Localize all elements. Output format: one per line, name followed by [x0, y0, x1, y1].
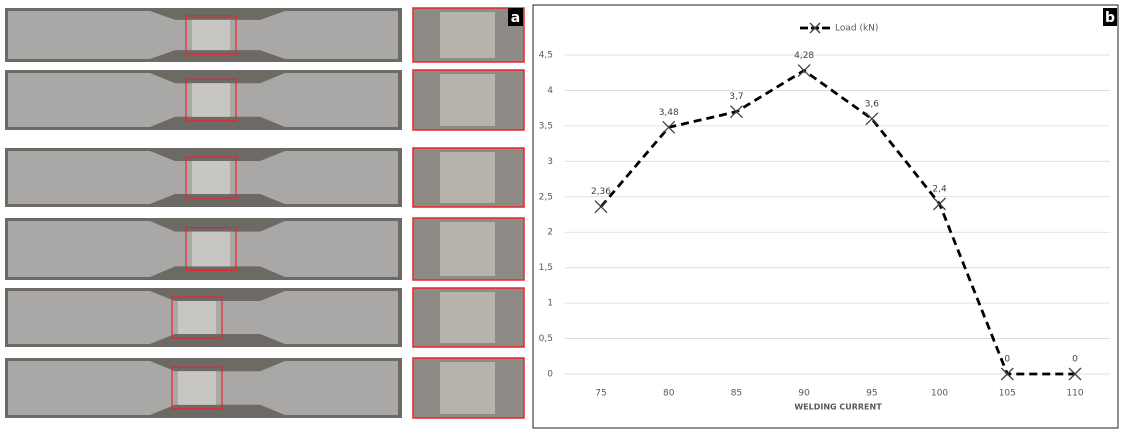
y-tick-label: 3	[547, 157, 553, 167]
weld-bead	[192, 232, 230, 267]
figure: a b 0 0,5 1 1,5 2 2,5 3 3,5 4 4,5 75 80 85 90 95 100 105…	[0, 0, 1121, 432]
legend-label: Load (kN)	[835, 24, 878, 34]
data-label: 2,4	[932, 184, 947, 194]
closeup-bead	[440, 362, 495, 414]
closeup-bead	[440, 12, 495, 58]
closeup-bead	[440, 222, 495, 276]
data-label: 2,36	[591, 187, 611, 197]
x-tick-label: 100	[931, 389, 948, 399]
closeup-bead	[440, 74, 495, 126]
x-tick-label: 105	[999, 389, 1016, 399]
closeup-bead	[440, 152, 495, 203]
y-tick-label: 2	[547, 228, 553, 238]
y-tick-label: 0,5	[539, 334, 553, 344]
weld-bead	[192, 83, 230, 117]
x-axis-title: WELDING CURRENT	[794, 403, 882, 412]
y-tick-label: 1	[547, 299, 553, 309]
data-label: 4,28	[794, 51, 814, 61]
weld-bead	[178, 371, 216, 405]
y-tick-label: 0	[547, 370, 553, 380]
x-tick-label: 110	[1066, 389, 1083, 399]
y-tick-label: 4,5	[539, 51, 553, 61]
y-tick-label: 4	[547, 86, 553, 96]
panel-label: a	[511, 10, 520, 26]
data-label: 3,7	[729, 92, 743, 102]
x-tick-label: 95	[866, 389, 877, 399]
panel-label: b	[1105, 10, 1115, 26]
weld-bead	[192, 20, 230, 50]
y-tick-label: 2,5	[539, 192, 553, 202]
chart-frame	[533, 5, 1118, 428]
data-label: 3,6	[865, 99, 880, 109]
y-tick-label: 1,5	[539, 263, 553, 273]
closeup-bead	[440, 292, 495, 343]
specimen-photos	[5, 8, 524, 418]
x-tick-label: 80	[663, 389, 675, 399]
x-tick-label: 90	[798, 389, 810, 399]
y-tick-label: 3,5	[539, 121, 553, 131]
x-tick-label: 85	[731, 389, 742, 399]
weld-bead	[192, 161, 230, 194]
data-label: 3,48	[659, 108, 679, 118]
data-label: 0	[1072, 355, 1078, 365]
data-label: 0	[1004, 355, 1010, 365]
weld-bead	[178, 301, 216, 334]
x-tick-label: 75	[595, 389, 606, 399]
